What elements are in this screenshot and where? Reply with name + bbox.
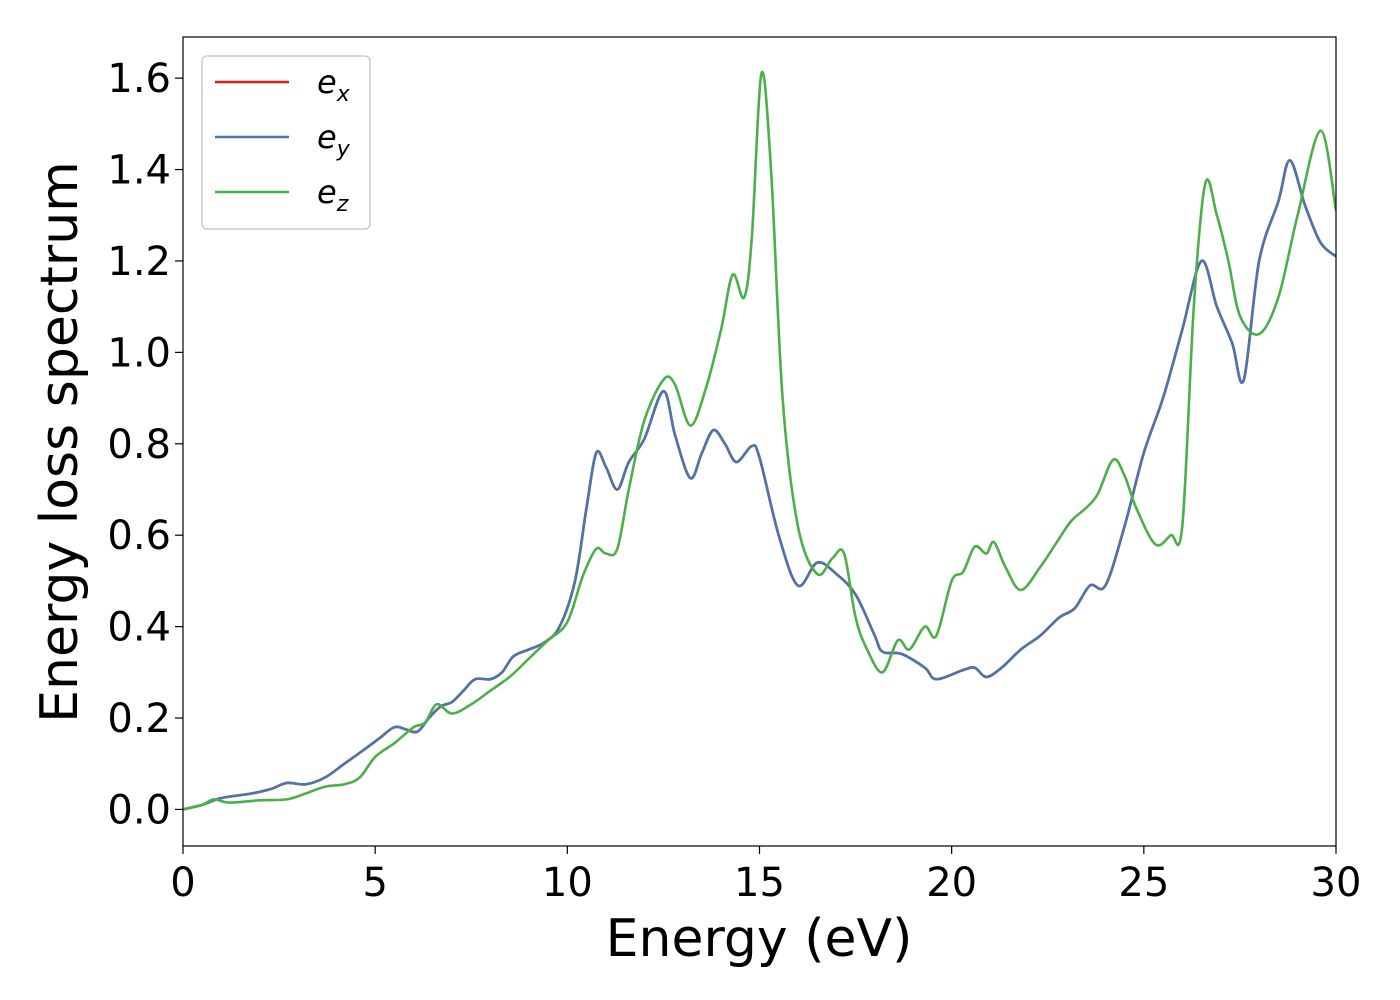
y-tick-label: 1.4 — [107, 148, 171, 194]
y-tick-label: 0.8 — [107, 422, 171, 468]
legend-label-x: ex — [317, 63, 351, 107]
y-tick-label: 0.6 — [107, 513, 171, 559]
y-axis-ticks: 0.0 0.2 0.4 0.6 0.8 1.0 1.2 1.4 1.6 — [107, 56, 183, 833]
x-tick-label: 15 — [734, 860, 785, 906]
series-layer — [183, 70, 1336, 811]
x-tick-label: 5 — [362, 860, 387, 906]
y-axis-label: Energy loss spectrum — [30, 161, 90, 723]
x-tick-label: 10 — [542, 860, 593, 906]
y-tick-label: 1.6 — [107, 56, 171, 102]
series-line-z — [183, 70, 1336, 811]
legend-frame — [201, 55, 371, 230]
y-tick-label: 0.0 — [107, 787, 171, 833]
y-tick-label: 0.4 — [107, 605, 171, 651]
series-line-y — [183, 159, 1336, 811]
legend-label-y: ey — [317, 118, 351, 162]
y-tick-label: 1.2 — [107, 239, 171, 285]
y-tick-label: 1.0 — [107, 330, 171, 376]
legend: ex ey ez — [201, 55, 371, 230]
x-tick-label: 25 — [1118, 860, 1169, 906]
x-axis-label: Energy (eV) — [606, 909, 913, 969]
legend-label-z: ez — [317, 173, 349, 217]
x-tick-label: 20 — [926, 860, 977, 906]
x-axis-ticks: 0 5 10 15 20 25 30 — [170, 846, 1361, 906]
y-tick-label: 0.2 — [107, 696, 171, 742]
x-tick-label: 0 — [170, 860, 195, 906]
x-tick-label: 30 — [1311, 860, 1362, 906]
